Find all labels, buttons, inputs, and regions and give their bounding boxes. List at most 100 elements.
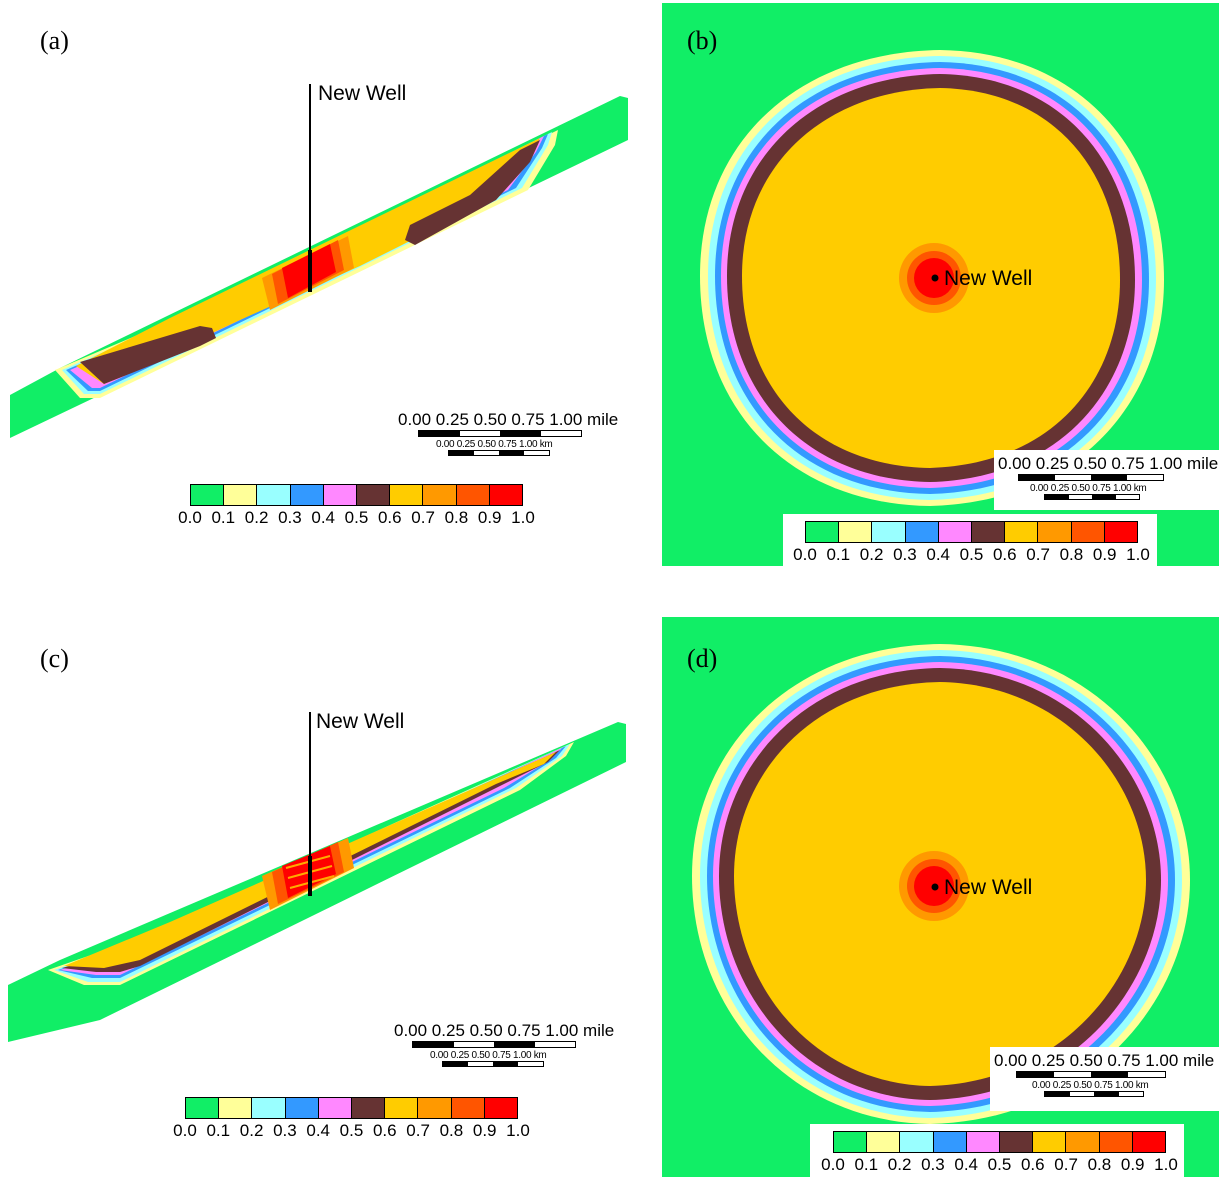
panel-a-cross-section	[10, 84, 628, 438]
legend-tick-label: 0.0	[793, 545, 817, 564]
legend-swatch-2	[257, 485, 291, 505]
legend-tick-label: 0.5	[959, 545, 984, 564]
legend-swatch-8	[1099, 1132, 1133, 1152]
panel-c-cross-section	[8, 712, 626, 1042]
well-label-d: New Well	[944, 876, 1033, 899]
legend-ticks: 0.0 0.1 0.2 0.3 0.4 0.5 0.6 0.7 0.8 0.9 1.0	[178, 506, 535, 528]
legend-swatch-1	[867, 1132, 901, 1152]
well-dot-b	[931, 274, 939, 282]
legend-swatch-7	[1038, 522, 1072, 542]
legend-swatch-4	[938, 522, 973, 542]
legend-tick-label: 1.0	[1126, 545, 1150, 564]
legend-tick-label: 0.1	[826, 545, 851, 564]
legend-tick-label: 0.6	[1020, 1155, 1045, 1174]
legend-tick-label: 0.3	[273, 1121, 297, 1140]
legend-tick-label: 0.2	[244, 508, 269, 527]
legend-tick-label: 0.7	[406, 1121, 430, 1140]
scalebar-miles-label: 0.00 0.25 0.50 0.75 1.00 mile	[994, 1051, 1215, 1070]
legend-swatch-8	[1071, 522, 1105, 542]
legend-tick-label: 0.2	[859, 545, 884, 564]
legend-swatch-0	[806, 522, 840, 542]
legend-swatch-7	[418, 1098, 452, 1118]
legend-tick-label: 0.9	[477, 508, 502, 527]
scalebar-miles-bar	[1016, 1071, 1166, 1078]
legend-swatches	[185, 1097, 518, 1119]
legend-swatch-2	[900, 1132, 934, 1152]
legend-swatch-6	[385, 1098, 419, 1118]
legend-tick-label: 0.5	[987, 1155, 1012, 1174]
scalebar-km-bar	[1044, 1091, 1144, 1097]
legend-swatch-6	[1033, 1132, 1067, 1152]
legend-ticks: 0.0 0.1 0.2 0.3 0.4 0.5 0.6 0.7 0.8 0.9 1.0	[793, 543, 1150, 565]
legend-swatch-4	[318, 1098, 353, 1118]
legend-tick-label: 0.0	[178, 508, 202, 527]
legend-tick-label: 0.6	[372, 1121, 397, 1140]
legend-swatch-3	[285, 1098, 319, 1118]
well-label-a: New Well	[318, 82, 407, 105]
legend-tick-label: 0.6	[377, 508, 402, 527]
legend-tick-label: 0.4	[306, 1121, 331, 1140]
legend-swatch-0	[186, 1098, 220, 1118]
legend-tick-label: 0.4	[954, 1155, 979, 1174]
legend-a: 0.0 0.1 0.2 0.3 0.4 0.5 0.6 0.7 0.8 0.9 1.0	[178, 484, 535, 528]
legend-ticks: 0.0 0.1 0.2 0.3 0.4 0.5 0.6 0.7 0.8 0.9 1.0	[173, 1119, 530, 1141]
legend-swatch-9	[1132, 1132, 1166, 1152]
scalebar-km-bar	[442, 1061, 544, 1067]
legend-swatch-2	[252, 1098, 286, 1118]
well-label-b: New Well	[944, 267, 1033, 290]
legend-swatch-5	[972, 522, 1006, 542]
legend-swatch-6	[1005, 522, 1039, 542]
legend-swatches	[190, 484, 523, 506]
legend-tick-label: 0.9	[472, 1121, 497, 1140]
legend-tick-label: 0.2	[239, 1121, 264, 1140]
well-label-c: New Well	[316, 710, 405, 733]
legend-swatch-7	[1066, 1132, 1100, 1152]
legend-swatch-4	[323, 485, 358, 505]
legend-tick-label: 0.3	[921, 1155, 945, 1174]
legend-swatch-6	[390, 485, 424, 505]
legend-swatch-5	[1000, 1132, 1034, 1152]
legend-tick-label: 0.1	[854, 1155, 879, 1174]
legend-tick-label: 0.8	[1087, 1155, 1112, 1174]
legend-swatch-3	[933, 1132, 967, 1152]
layer-dark-brown-upper	[405, 140, 540, 245]
panel-b-map	[662, 3, 1219, 566]
legend-swatch-8	[451, 1098, 485, 1118]
legend-swatch-9	[484, 1098, 518, 1118]
legend-tick-label: 0.1	[211, 508, 236, 527]
legend-swatch-1	[219, 1098, 253, 1118]
legend-swatch-5	[352, 1098, 386, 1118]
legend-tick-label: 0.2	[887, 1155, 912, 1174]
legend-tick-label: 1.0	[511, 508, 535, 527]
legend-swatch-9	[489, 485, 523, 505]
legend-tick-label: 0.7	[1026, 545, 1050, 564]
legend-swatch-2	[872, 522, 906, 542]
legend-swatch-8	[456, 485, 490, 505]
scalebar-miles-bar	[412, 1041, 576, 1048]
legend-swatch-3	[290, 485, 324, 505]
legend-swatch-5	[357, 485, 391, 505]
legend-tick-label: 0.5	[344, 508, 369, 527]
legend-swatch-0	[834, 1132, 868, 1152]
well-dot-d	[931, 883, 939, 891]
legend-tick-label: 0.1	[206, 1121, 231, 1140]
panel-label-d: (d)	[687, 644, 718, 673]
legend-tick-label: 0.9	[1092, 545, 1117, 564]
legend-tick-label: 0.4	[926, 545, 951, 564]
scalebar-km-bar	[448, 450, 550, 456]
legend-swatch-1	[224, 485, 258, 505]
legend-b: 0.0 0.1 0.2 0.3 0.4 0.5 0.6 0.7 0.8 0.9 1.0	[793, 521, 1150, 565]
scalebar-km-label: 0.00 0.25 0.50 0.75 1.00 km	[1032, 1080, 1149, 1091]
legend-tick-label: 0.7	[411, 508, 435, 527]
legend-d: 0.0 0.1 0.2 0.3 0.4 0.5 0.6 0.7 0.8 0.9 1.0	[821, 1131, 1178, 1175]
legend-swatch-9	[1104, 522, 1138, 542]
scalebar-miles-label: 0.00 0.25 0.50 0.75 1.00 mile	[998, 454, 1219, 473]
scalebar-d: 0.00 0.25 0.50 0.75 1.00 mile 0.00 0.25 …	[994, 1051, 1220, 1097]
scalebar-km-label: 0.00 0.25 0.50 0.75 1.00 km	[430, 1050, 547, 1061]
legend-swatch-0	[191, 485, 225, 505]
legend-swatch-4	[966, 1132, 1001, 1152]
scalebar-km-label: 0.00 0.25 0.50 0.75 1.00 km	[1030, 483, 1147, 494]
legend-tick-label: 0.4	[311, 508, 336, 527]
legend-swatch-1	[839, 522, 873, 542]
